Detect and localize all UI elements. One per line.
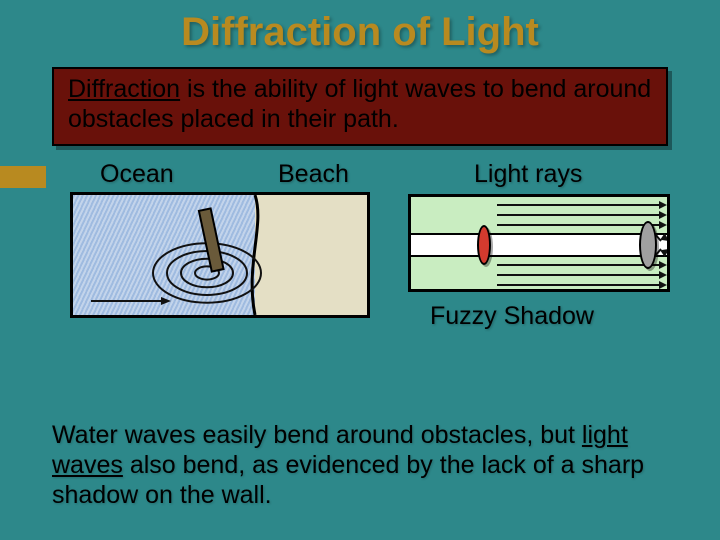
beach-label: Beach xyxy=(278,160,349,189)
definition-term: Diffraction xyxy=(68,75,180,103)
bottom-text: Water waves easily bend around obstacles… xyxy=(52,420,668,510)
ocean-label: Ocean xyxy=(100,160,174,189)
bottom-pre: Water waves easily bend around obstacles… xyxy=(52,421,582,449)
water-diagram: Ocean Beach xyxy=(70,192,370,322)
definition-text: Diffraction is the ability of light wave… xyxy=(68,75,652,134)
gray-ellipse-icon xyxy=(639,221,657,269)
red-ellipse-icon xyxy=(477,225,491,265)
water-svg xyxy=(73,195,367,315)
light-rays-label: Light rays xyxy=(474,160,582,189)
diagram-area: Ocean Beach Light rays Fuzzy Shadow xyxy=(0,164,720,344)
page-title: Diffraction of Light xyxy=(0,0,720,55)
light-diagram xyxy=(408,194,670,292)
fuzzy-shadow-label: Fuzzy Shadow xyxy=(430,302,594,331)
bottom-post: also bend, as evidenced by the lack of a… xyxy=(52,451,644,509)
light-svg xyxy=(411,197,667,289)
definition-box: Diffraction is the ability of light wave… xyxy=(52,67,668,146)
water-frame xyxy=(70,192,370,318)
